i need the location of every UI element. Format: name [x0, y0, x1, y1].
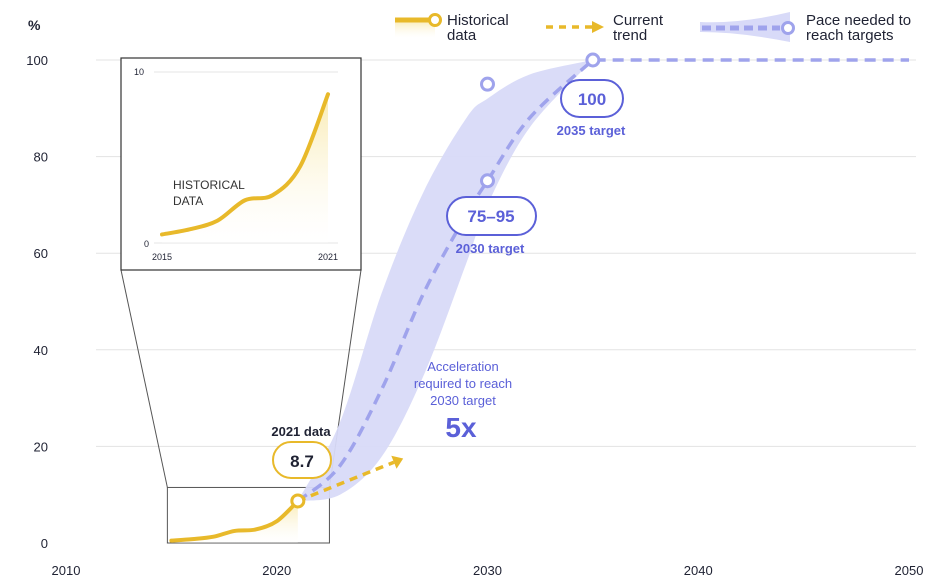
current-trend-line	[297, 460, 395, 503]
target-marker-2030-75	[480, 173, 495, 189]
dashed-arrow-head-icon	[592, 21, 604, 33]
legend-label-current-trend-2: trend	[613, 27, 647, 44]
legend-item-historical: Historical data	[395, 12, 509, 44]
historical-area	[171, 500, 298, 543]
y-tick-label-40: 40	[34, 343, 48, 358]
legend-label-historical-1: Historical	[447, 12, 509, 29]
historical-marker-icon	[428, 13, 442, 27]
callout-2035-value: 100	[578, 90, 606, 109]
y-tick-label-0: 0	[41, 536, 48, 551]
y-tick-label-80: 80	[34, 150, 48, 165]
y-axis-unit-label: %	[28, 17, 41, 33]
callout-2035-pill	[560, 79, 624, 118]
x-tick-label-2050: 2050	[895, 563, 924, 578]
y-tick-label-60: 60	[34, 246, 48, 261]
pace-band-area	[297, 60, 593, 501]
callout-2035-label: 2035 target	[557, 123, 626, 138]
pace-dashed-line	[296, 58, 909, 503]
historical-fill-swatch	[395, 20, 435, 38]
inset-x-tick-2015: 2015	[152, 252, 172, 262]
historical-line	[169, 498, 300, 543]
x-tick-label-2020: 2020	[262, 563, 291, 578]
inset-label-2: DATA	[173, 194, 203, 208]
y-tick-label-100: 100	[26, 53, 48, 68]
inset-historical-area	[162, 94, 328, 243]
callout-2021-title: 2021 data	[271, 424, 331, 439]
callout-2021-pill	[272, 441, 332, 479]
zoom-connector-left	[120, 269, 168, 488]
inset-y-tick-10: 10	[134, 67, 144, 77]
target-marker-2030-95	[480, 76, 495, 92]
acceleration-text-3: 2030 target	[430, 393, 496, 408]
acceleration-text-1: Acceleration	[427, 359, 499, 374]
inset-label-1: HISTORICAL	[173, 178, 245, 192]
marker-2021-data	[290, 493, 306, 509]
y-tick-label-20: 20	[34, 439, 48, 454]
legend: Historical data Current trend Pace neede…	[395, 12, 911, 44]
x-tick-label-2030: 2030	[473, 563, 502, 578]
legend-label-pace-2: reach targets	[806, 27, 894, 44]
inset-x-tick-2021: 2021	[318, 252, 338, 262]
legend-label-current-trend-1: Current	[613, 12, 664, 29]
legend-label-historical-2: data	[447, 27, 477, 44]
x-tick-label-2010: 2010	[52, 563, 81, 578]
callout-2021-value: 8.7	[290, 452, 314, 471]
inset-historical-line	[160, 92, 330, 237]
legend-item-pace: Pace needed to reach targets	[700, 12, 911, 44]
current-trend-arrowhead	[391, 455, 404, 469]
acceleration-factor: 5x	[445, 412, 477, 443]
inset-y-tick-0: 0	[144, 239, 149, 249]
target-marker-2035-100	[585, 52, 601, 68]
callout-2030-label: 2030 target	[456, 241, 525, 256]
legend-item-current-trend: Current trend	[546, 12, 664, 44]
x-tick-label-2040: 2040	[684, 563, 713, 578]
legend-label-pace-1: Pace needed to	[806, 12, 911, 29]
callout-2030-pill	[446, 196, 537, 236]
callout-2030-value: 75–95	[467, 207, 514, 226]
acceleration-text-2: required to reach	[414, 376, 512, 391]
pace-marker-icon	[781, 21, 795, 35]
